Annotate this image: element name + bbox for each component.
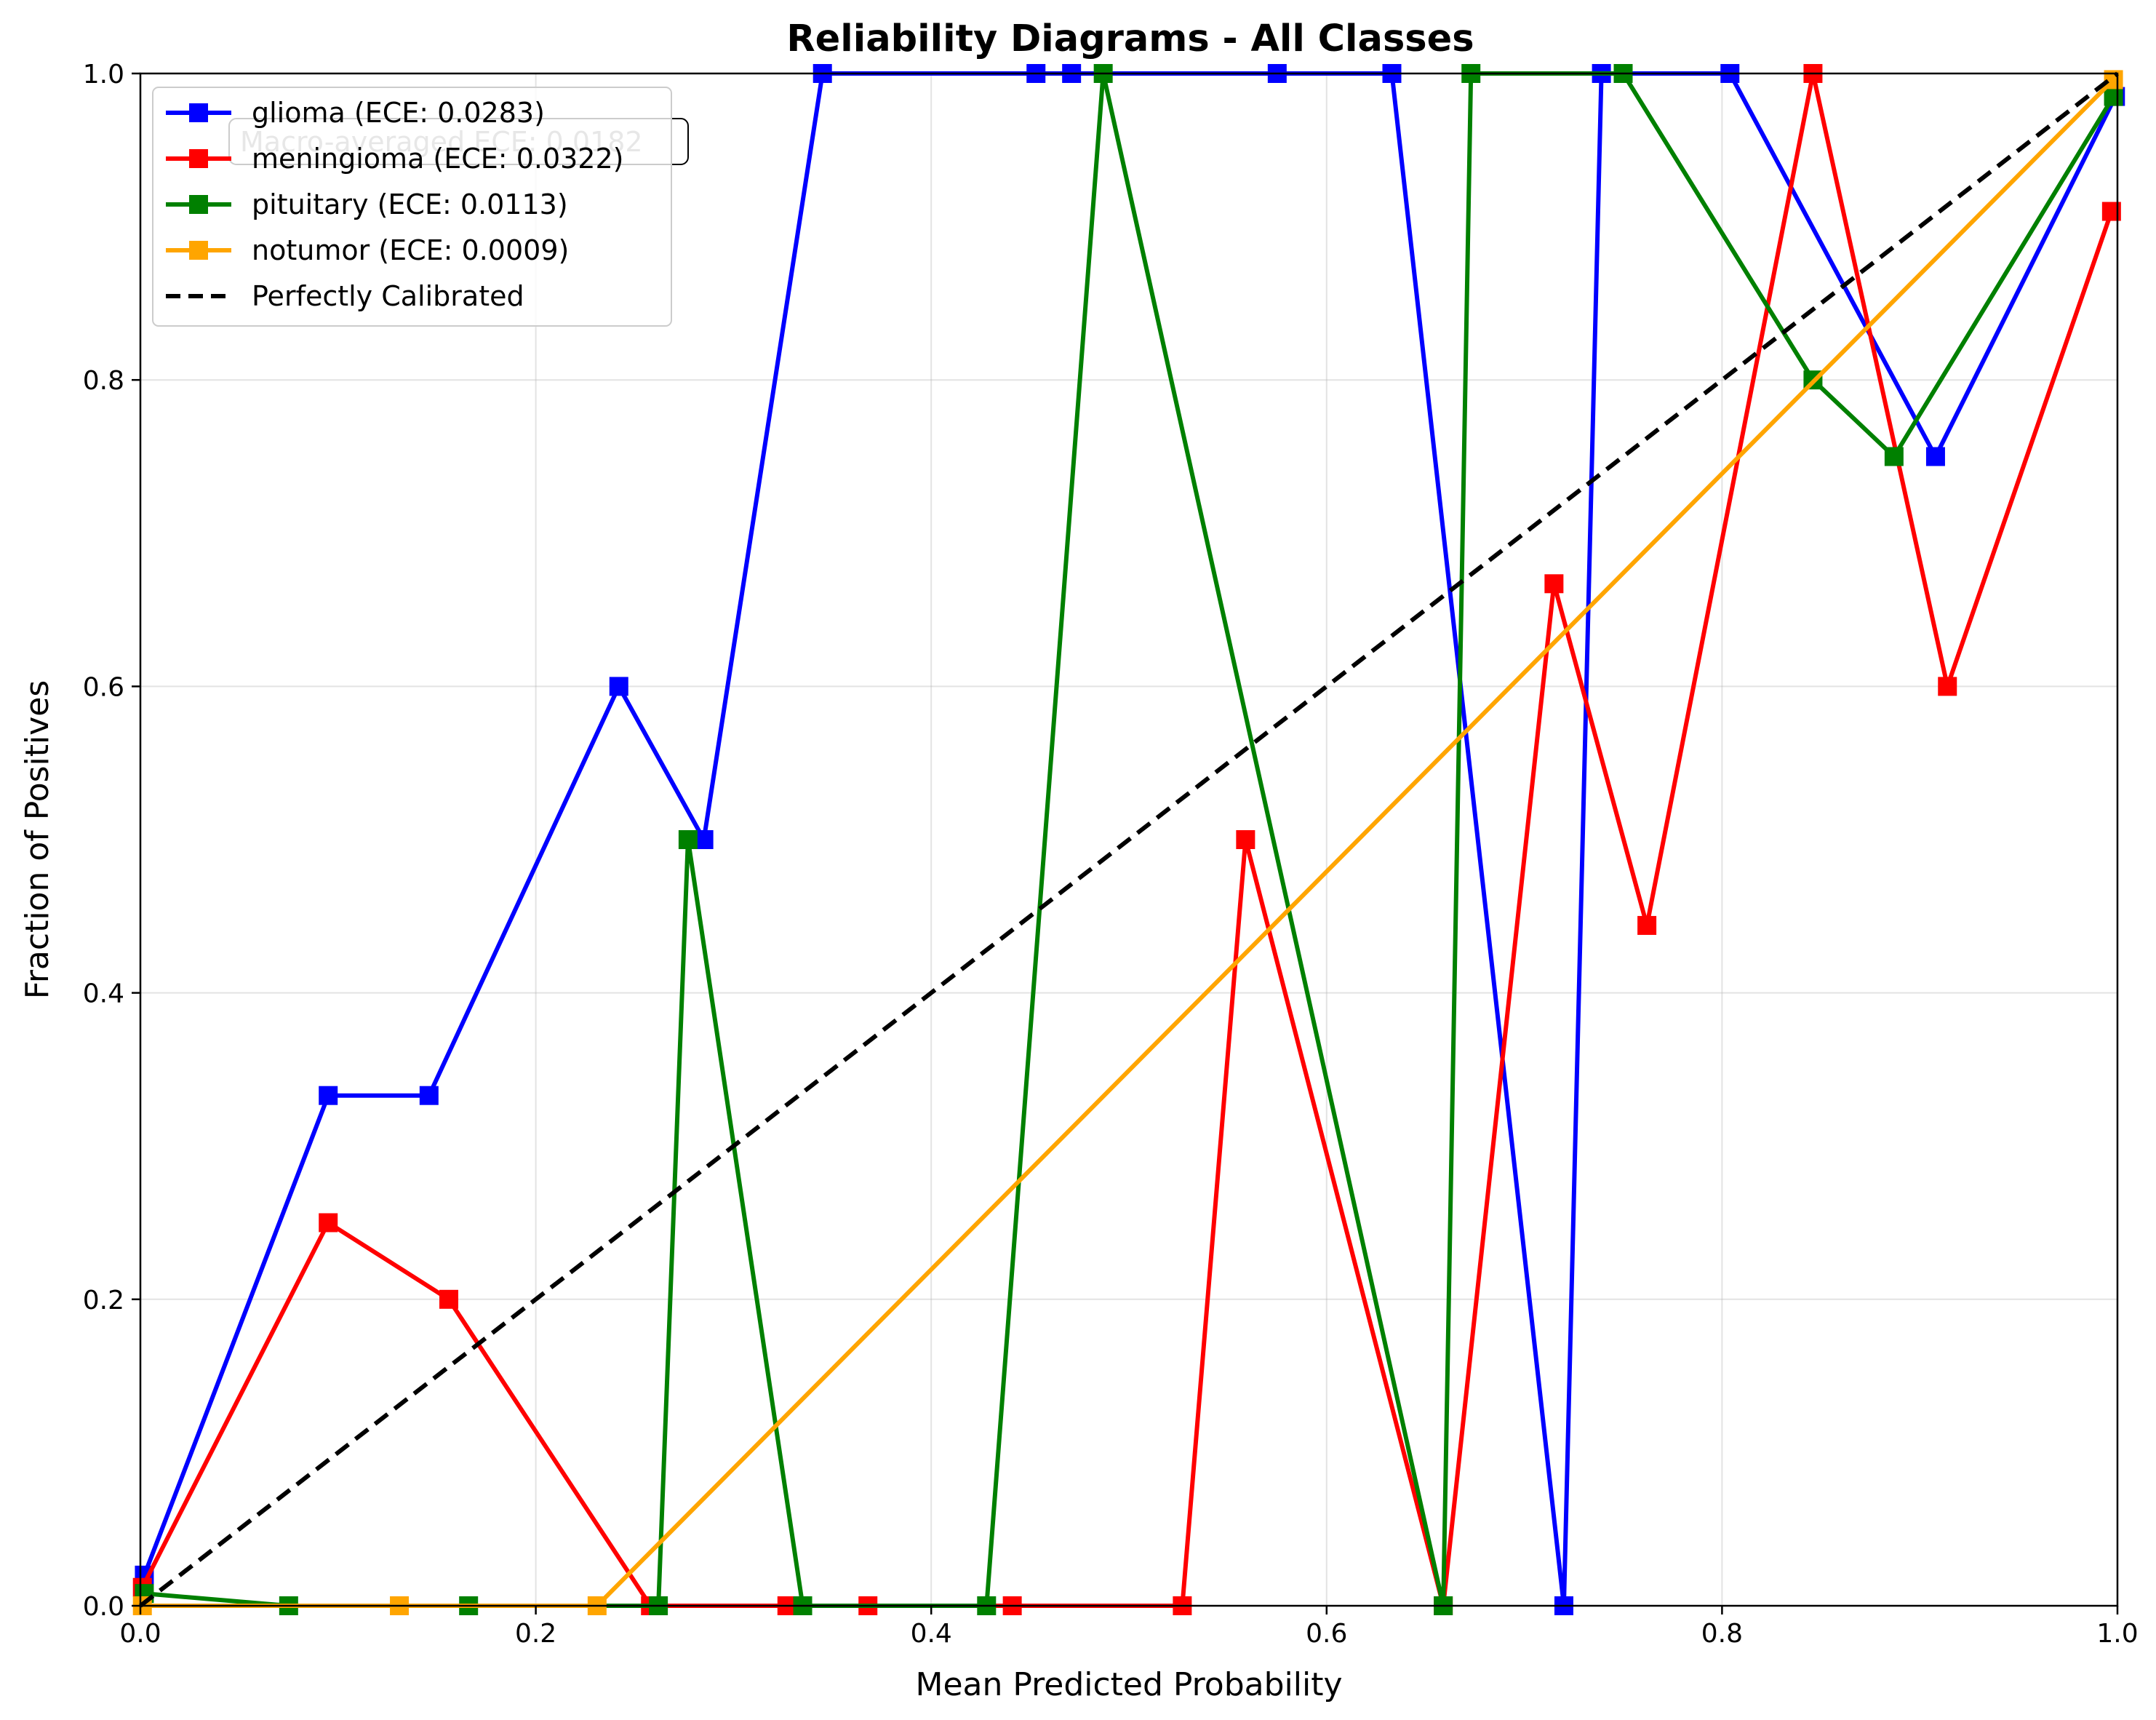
y-tick-label: 0.8: [83, 366, 124, 396]
legend-swatch-marker: [189, 195, 208, 214]
x-tick-label: 0.2: [515, 1619, 556, 1649]
legend-swatch-marker: [189, 241, 208, 260]
x-tick-label: 0.0: [119, 1619, 161, 1649]
legend-swatch-marker: [189, 149, 208, 168]
grid: [140, 73, 2118, 1606]
data-point: [1925, 447, 1945, 466]
legend-label: meningioma (ECE: 0.0322): [252, 143, 623, 175]
x-tick-label: 0.6: [1306, 1619, 1347, 1649]
legend: glioma (ECE: 0.0283) meningioma (ECE: 0.0…: [152, 87, 672, 327]
y-tick-label: 1.0: [83, 60, 124, 89]
data-point: [1884, 447, 1904, 466]
data-point: [2104, 87, 2123, 106]
y-axis-label: Fraction of Positives: [19, 680, 56, 1000]
legend-entry-2: pituitary (ECE: 0.0113): [166, 188, 568, 220]
legend-label: notumor (ECE: 0.0009): [252, 234, 569, 266]
x-tick-label: 0.4: [911, 1619, 952, 1649]
data-point: [419, 1086, 439, 1105]
legend-entry-1: meningioma (ECE: 0.0322): [166, 143, 623, 175]
x-axis-label: Mean Predicted Probability: [916, 1666, 1343, 1703]
legend-swatch-marker: [189, 103, 208, 122]
data-point: [439, 1289, 459, 1309]
plot-frame: [139, 72, 2119, 1607]
legend-entry-3: notumor (ECE: 0.0009): [166, 234, 569, 266]
legend-box: [152, 87, 672, 327]
chart-title: Reliability Diagrams - All Classes: [786, 17, 1474, 60]
y-tick-label: 0.2: [83, 1286, 124, 1315]
data-point: [319, 1086, 338, 1105]
x-tick-label: 1.0: [2096, 1619, 2138, 1649]
axis-ticks: 0.0 0.2 0.4 0.6 0.8 1.0 0.0 0.2 0.4 0.6 0.8 1.0: [83, 60, 2139, 1649]
data-point: [694, 830, 714, 849]
legend-label: pituitary (ECE: 0.0113): [252, 188, 568, 220]
data-point: [609, 677, 628, 696]
y-tick-label: 0.4: [83, 979, 124, 1009]
data-point: [1236, 830, 1255, 849]
y-tick-label: 0.6: [83, 672, 124, 702]
legend-entry-0: glioma (ECE: 0.0283): [166, 97, 545, 129]
data-point: [1544, 574, 1564, 594]
data-point: [678, 830, 698, 849]
x-tick-label: 0.8: [1701, 1619, 1743, 1649]
y-tick-label: 0.0: [83, 1592, 124, 1622]
legend-label: glioma (ECE: 0.0283): [252, 97, 545, 129]
data-point: [1938, 677, 1957, 696]
data-point: [1637, 915, 1657, 935]
perfect-calibration-line: [139, 71, 2119, 1608]
legend-label: Perfectly Calibrated: [252, 280, 524, 312]
data-point: [319, 1213, 338, 1233]
legend-entry-4: Perfectly Calibrated: [166, 280, 524, 312]
